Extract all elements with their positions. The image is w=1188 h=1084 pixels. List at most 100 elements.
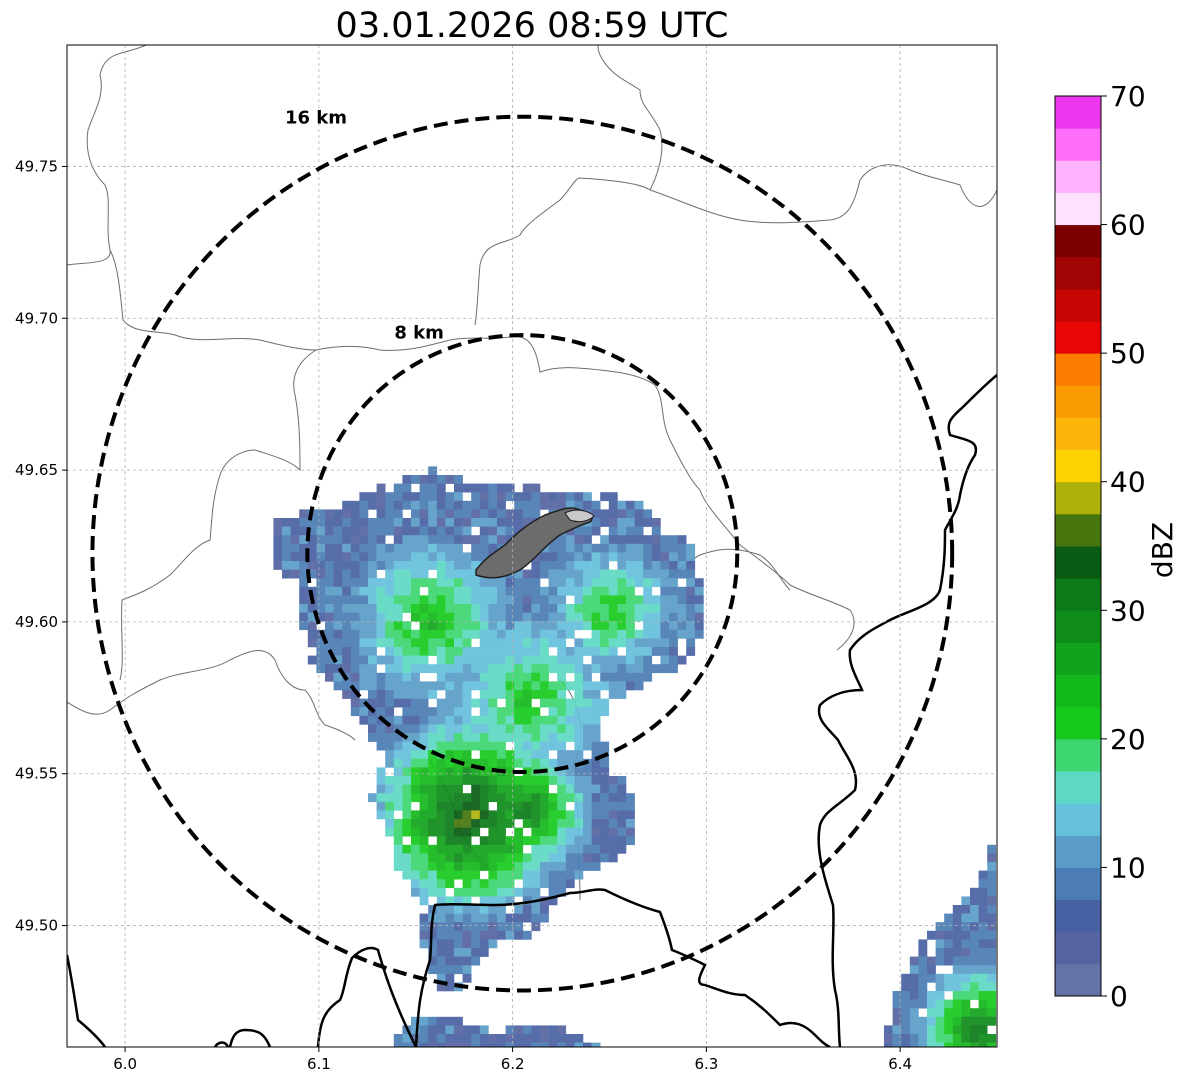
echo-pixel: [462, 862, 472, 871]
echo-pixel: [970, 1034, 979, 1043]
echo-pixel: [385, 707, 395, 717]
echo-pixel: [677, 595, 687, 605]
echo-pixel: [359, 500, 369, 510]
echo-pixel: [565, 836, 575, 846]
echo-pixel: [565, 819, 575, 828]
echo-pixel: [574, 1042, 584, 1047]
echo-pixel: [557, 578, 567, 588]
echo-pixel: [419, 870, 429, 880]
echo-pixel: [428, 707, 438, 717]
echo-pixel: [393, 724, 403, 734]
echo-pixel: [445, 681, 455, 691]
echo-pixel: [591, 707, 601, 717]
echo-pixel: [514, 612, 524, 622]
echo-pixel: [393, 836, 403, 846]
echo-pixel: [927, 1016, 936, 1026]
echo-pixel: [978, 913, 988, 923]
echo-pixel: [514, 621, 524, 631]
echo-pixel: [282, 518, 291, 527]
echo-pixel: [557, 543, 567, 553]
echo-pixel: [909, 973, 919, 983]
echo-pixel: [574, 638, 584, 648]
echo-pixel: [454, 586, 463, 596]
echo-pixel: [419, 879, 429, 889]
echo-pixel: [488, 629, 498, 639]
echo-pixel: [617, 776, 627, 785]
echo-pixel: [677, 535, 687, 545]
echo-pixel: [402, 690, 412, 699]
echo-pixel: [574, 793, 584, 803]
echo-pixel: [436, 767, 446, 777]
echo-pixel: [488, 664, 498, 674]
echo-pixel: [497, 913, 506, 923]
echo-pixel: [557, 1034, 567, 1043]
echo-pixel: [548, 681, 558, 691]
echo-pixel: [557, 681, 567, 691]
echo-pixel: [471, 509, 481, 519]
echo-pixel: [617, 595, 627, 605]
echo-pixel: [608, 552, 618, 562]
colorbar-tick-label: 20: [1110, 723, 1146, 756]
echo-pixel: [454, 604, 463, 613]
echo-pixel: [359, 655, 369, 665]
echo-pixel: [686, 578, 696, 588]
echo-pixel: [436, 569, 446, 579]
echo-pixel: [514, 509, 524, 519]
echo-pixel: [299, 586, 309, 596]
echo-pixel: [479, 707, 489, 717]
echo-pixel: [436, 913, 446, 923]
echo-pixel: [419, 552, 429, 562]
echo-pixel: [918, 1034, 928, 1043]
echo-pixel: [643, 578, 653, 588]
echo-pixel: [557, 586, 567, 596]
echo-pixel: [608, 690, 618, 699]
colorbar-segment: [1055, 610, 1101, 643]
echo-pixel: [393, 1042, 403, 1047]
echo-pixel: [479, 715, 489, 725]
echo-pixel: [660, 595, 670, 605]
echo-pixel: [368, 621, 377, 631]
echo-pixel: [411, 526, 420, 536]
echo-pixel: [454, 827, 463, 837]
echo-pixel: [462, 672, 472, 682]
echo-pixel: [600, 767, 610, 777]
echo-pixel: [411, 543, 420, 553]
echo-pixel: [978, 896, 988, 906]
echo-pixel: [479, 698, 489, 708]
echo-pixel: [462, 870, 472, 880]
echo-pixel: [471, 844, 481, 854]
echo-pixel: [471, 595, 481, 605]
echo-pixel: [376, 707, 386, 717]
echo-pixel: [540, 879, 549, 889]
echo-pixel: [393, 1034, 403, 1043]
map-gridlines: [67, 45, 997, 1047]
echo-pixel: [686, 586, 696, 596]
echo-pixel: [436, 543, 446, 553]
echo-pixel: [497, 715, 506, 725]
echo-pixel: [557, 844, 567, 854]
echo-pixel: [333, 535, 343, 545]
echo-pixel: [565, 862, 575, 871]
echo-pixel: [548, 707, 558, 717]
echo-pixel: [445, 1025, 455, 1035]
echo-pixel: [540, 844, 549, 854]
echo-pixel: [918, 965, 928, 975]
echo-pixel: [540, 741, 549, 751]
echo-pixel: [333, 552, 343, 562]
echo-pixel: [402, 801, 412, 811]
echo-pixel: [359, 621, 369, 631]
echo-pixel: [608, 844, 618, 854]
echo-pixel: [557, 604, 567, 613]
echo-pixel: [471, 578, 481, 588]
echo-pixel: [376, 500, 386, 510]
echo-pixel: [540, 629, 549, 639]
echo-pixel: [454, 475, 463, 484]
echo-pixel: [436, 664, 446, 674]
echo-pixel: [419, 664, 429, 674]
echo-pixel: [393, 844, 403, 854]
echo-pixel: [944, 956, 954, 966]
echo-pixel: [445, 518, 455, 527]
echo-pixel: [488, 543, 498, 553]
